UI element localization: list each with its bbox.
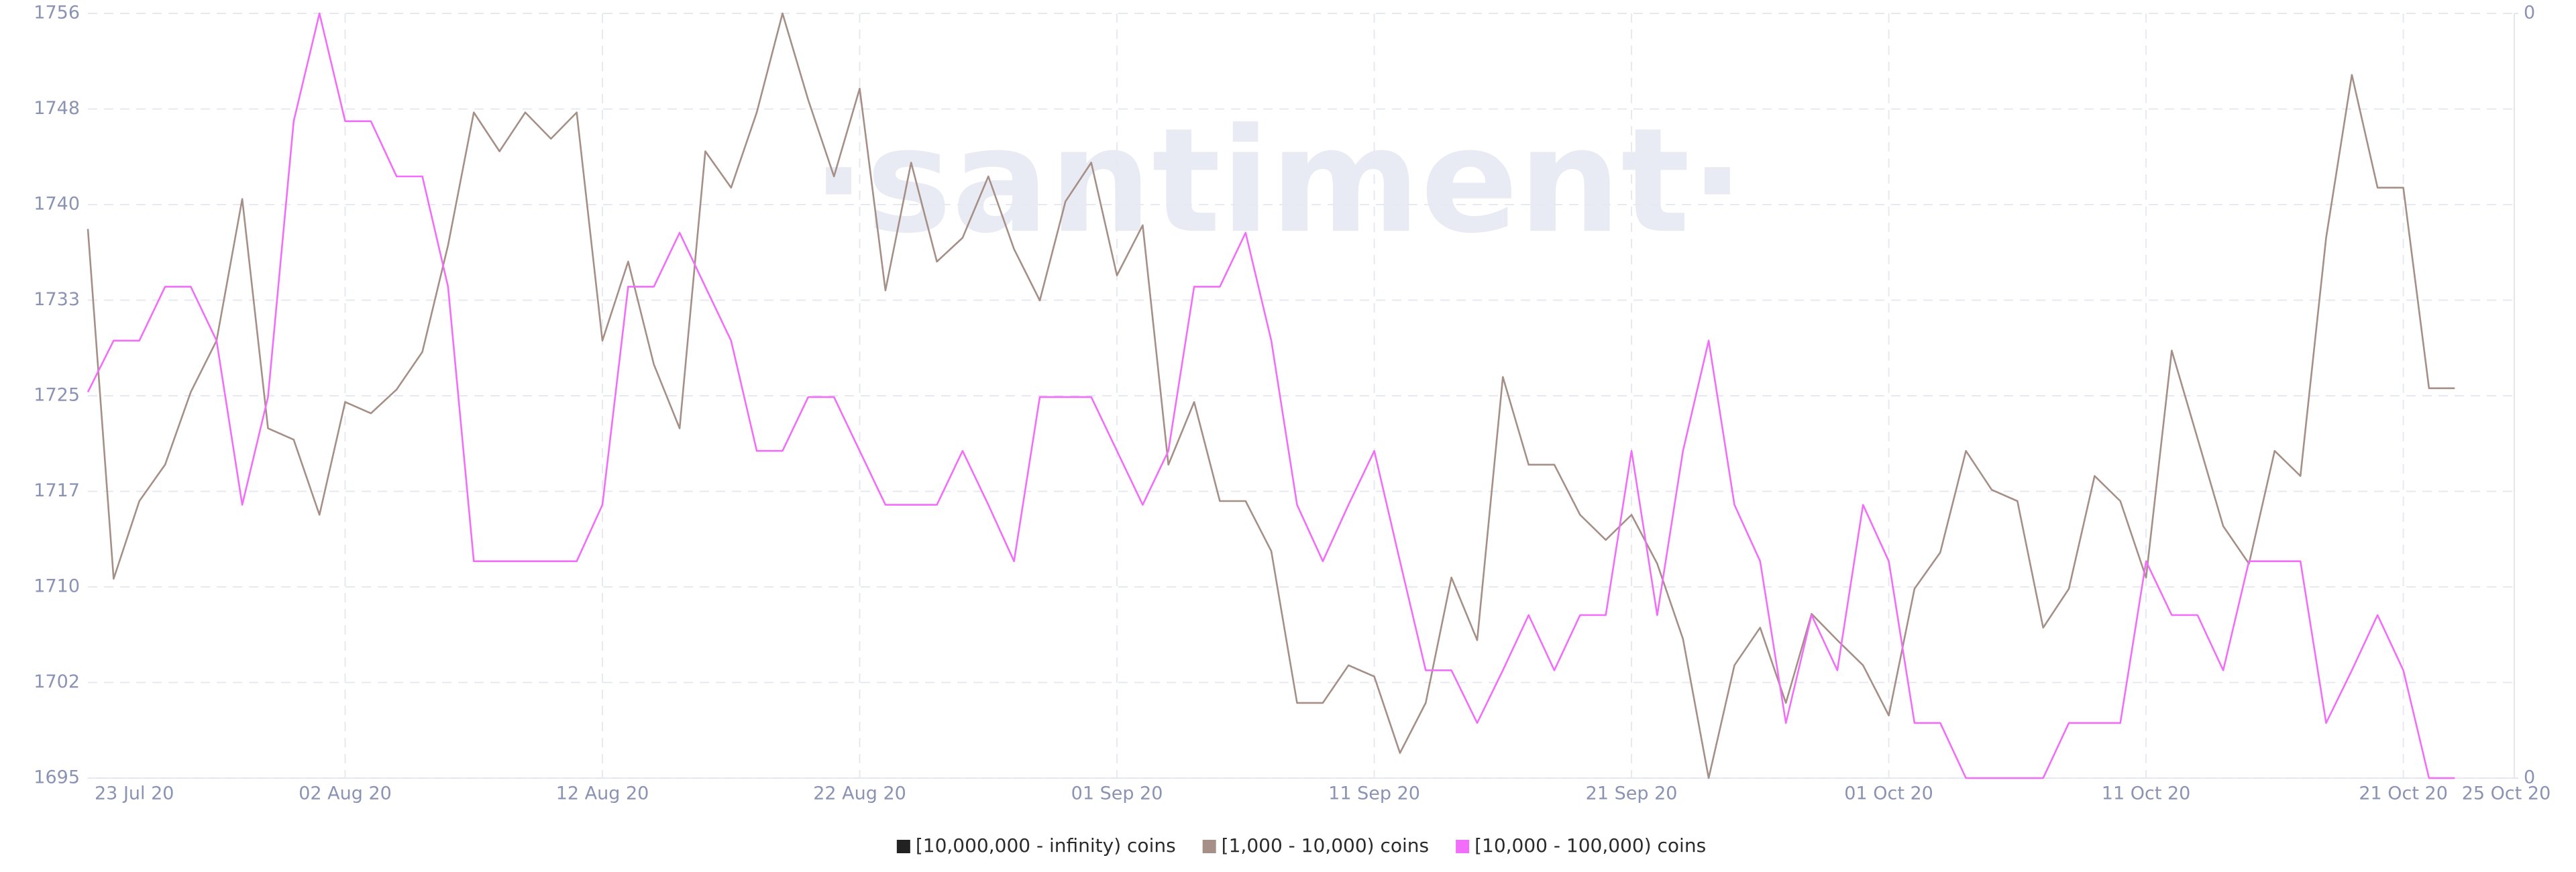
x-tick-label: 12 Aug 20 [556,783,649,804]
x-tick-label: 21 Oct 20 [2359,783,2448,804]
watermark: ·santiment· [811,97,1745,265]
x-tick-label: 21 Sep 20 [1586,783,1678,804]
legend-text: [1,000 - 10,000) coins [1222,834,1429,857]
legend-text: [10,000 - 100,000) coins [1474,834,1706,857]
legend-text: [10,000,000 - infinity) coins [916,834,1176,857]
y-tick-label: 1725 [34,385,80,406]
x-tick-label: 11 Oct 20 [2102,783,2191,804]
y2-tick-label: 0 [2524,767,2535,788]
y-tick-label: 1702 [34,671,80,692]
legend: [10,000,000 - infinity) coins [1,000 - 10… [896,834,1706,857]
x-tick-label: 02 Aug 20 [299,783,392,804]
legend-swatch [1456,840,1470,853]
y-tick-label: 1695 [34,767,80,788]
legend-swatch [1202,840,1216,853]
y-tick-label: 1710 [34,576,80,597]
y-tick-label: 1756 [34,3,80,23]
series-line [87,12,2455,779]
series-line [87,12,2455,779]
x-tick-label: 01 Sep 20 [1071,783,1163,804]
x-tick-label: 25 Oct 20 [2462,783,2551,804]
x-tick-label: 01 Oct 20 [1844,783,1933,804]
y-tick-label: 1717 [34,480,80,501]
x-tick-label: 23 Jul 20 [95,783,174,804]
x-tick-label: 22 Aug 20 [813,783,906,804]
y-tick-label: 1733 [34,289,80,310]
y-tick-label: 1748 [34,98,80,119]
y-tick-label: 1740 [34,194,80,215]
x-tick-label: 11 Sep 20 [1328,783,1420,804]
legend-swatch [896,840,910,853]
y2-tick-label: 0 [2524,3,2535,23]
